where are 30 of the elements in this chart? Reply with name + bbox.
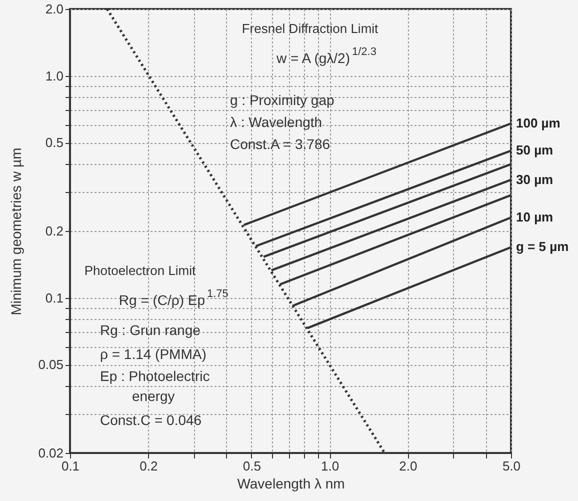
- x-tick-label: 0.5: [242, 458, 261, 474]
- series-label: 50 µm: [516, 142, 554, 158]
- annotation: Ep : Photoelectric: [100, 368, 210, 384]
- y-axis-title: Minimum geometries w µm: [8, 148, 24, 316]
- annotation: Rg : Grun range: [100, 322, 201, 338]
- x-axis-title: Wavelength λ nm: [237, 476, 345, 492]
- series-label: 30 µm: [516, 172, 554, 187]
- annotation: g : Proximity gap: [230, 92, 334, 108]
- y-tick-label: 0.05: [38, 357, 64, 372]
- annotation: Const.C = 0.046: [100, 412, 202, 428]
- annotation: Fresnel Diffraction Limit: [242, 21, 379, 36]
- annotation: ρ = 1.14 (PMMA): [100, 346, 206, 362]
- x-tick-label: 5.0: [502, 458, 521, 474]
- y-tick-label: 1.0: [45, 68, 64, 84]
- x-tick-label: 2.0: [399, 458, 418, 474]
- y-tick-label: 0.1: [45, 290, 64, 306]
- x-tick-label: 0.2: [140, 458, 158, 474]
- y-tick-label: 0.5: [45, 135, 64, 150]
- annotation: λ : Wavelength: [230, 114, 322, 130]
- series-label: 100 µm: [516, 115, 560, 130]
- y-tick-label: 2.0: [45, 2, 64, 16]
- annotation: Photoelectron Limit: [84, 263, 196, 278]
- series-label: g = 5 µm: [516, 239, 569, 254]
- x-tick-label: 1.0: [321, 458, 340, 474]
- y-tick-label: 0.2: [45, 224, 64, 238]
- annotation: Const.A = 3.786: [230, 136, 330, 152]
- annotation: energy: [132, 388, 175, 404]
- series-label: 10 µm: [516, 210, 554, 225]
- y-tick-label: 0.02: [38, 446, 64, 460]
- x-tick-label: 0.1: [61, 458, 80, 474]
